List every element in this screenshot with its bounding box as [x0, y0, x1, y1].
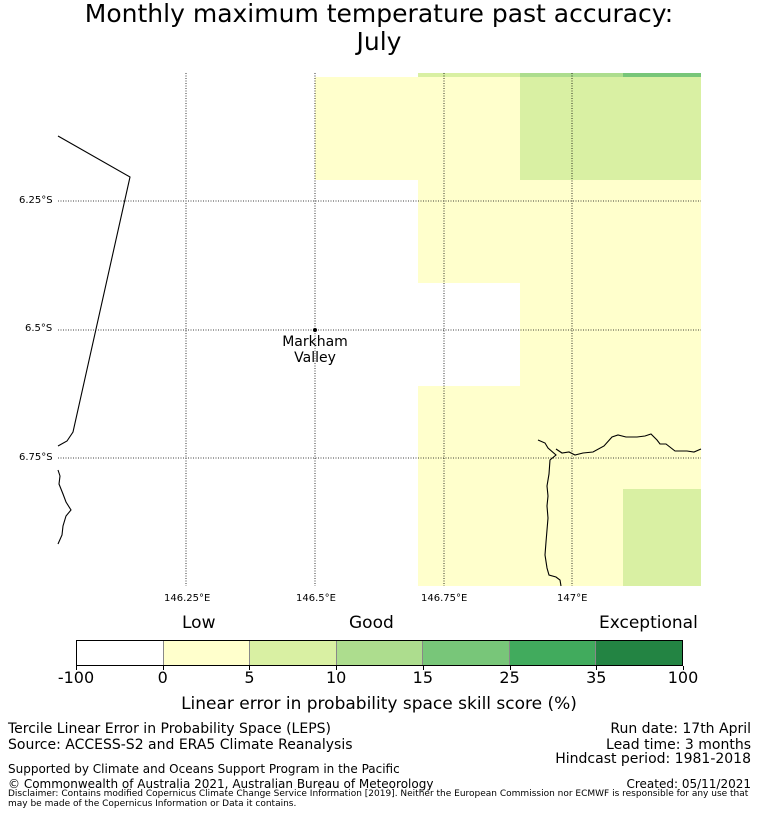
lon-label: 147°E [557, 593, 588, 604]
footer-support: Supported by Climate and Oceans Support … [8, 762, 400, 776]
colorbar-tick-mark [162, 666, 164, 670]
colorbar-bin [423, 641, 510, 665]
lon-label: 146.25°E [164, 593, 211, 604]
footer-source: Source: ACCESS-S2 and ERA5 Climate Reana… [8, 737, 353, 753]
colorbar-tick-label: 25 [499, 668, 520, 687]
cell-0-5 [315, 77, 520, 180]
colorbar-tick-label: -100 [57, 668, 95, 687]
colorbar-label: Linear error in probability space skill … [181, 694, 577, 714]
title-line-1: Monthly maximum temperature past accurac… [84, 0, 674, 28]
place-name-line-1: Markham [282, 334, 348, 350]
footer-method: Tercile Linear Error in Probability Spac… [8, 721, 331, 737]
place-name-line-2: Valley [294, 350, 336, 366]
location-dot [313, 328, 317, 332]
cell-0-5 [418, 73, 520, 77]
cell-0-5 [418, 386, 701, 489]
lon-label: 146.75°E [421, 593, 468, 604]
colorbar-bin [77, 641, 164, 665]
footer-created: Created: 05/11/2021 [626, 777, 751, 791]
cell-0-5 [520, 73, 623, 77]
coast-west [57, 469, 72, 545]
colorbar-tick-label: 0 [157, 668, 168, 687]
disclaimer: Disclaimer: Contains modified Copernicus… [8, 789, 749, 809]
skill-cells [315, 73, 701, 586]
legend-category-good: Good [349, 613, 394, 633]
colorbar-tick-mark [76, 666, 77, 670]
cell-5-10 [623, 489, 701, 586]
colorbar-tick-mark [509, 666, 511, 670]
coast-east-2 [555, 433, 702, 456]
colorbar-tick-mark [249, 666, 251, 670]
colorbar-tick-label: 10 [325, 668, 347, 687]
graticule [58, 73, 701, 586]
map-title: Monthly maximum temperature past accurac… [0, 0, 758, 56]
cell-0-5 [418, 180, 701, 283]
colorbar-tick-label: 5 [244, 668, 255, 687]
colorbar-bin [250, 641, 337, 665]
map-panel [57, 73, 702, 587]
legend-category-low: Low [182, 613, 216, 633]
colorbar-tick-mark [596, 666, 598, 670]
cell-10-15 [623, 73, 701, 77]
colorbar-tick-mark [336, 666, 338, 670]
legend-category-exceptional: Exceptional [599, 613, 698, 633]
colorbar-bin [336, 641, 424, 665]
coastline [57, 135, 702, 587]
place-label: Markham Valley [265, 334, 365, 366]
lat-label: 6.25°S [19, 195, 53, 206]
cell-5-10 [520, 77, 701, 180]
colorbar-bin [596, 641, 683, 665]
lat-label: 6.5°S [25, 323, 53, 334]
border-line [57, 135, 131, 447]
coast-east [537, 439, 562, 587]
colorbar-tick-mark [683, 666, 684, 670]
colorbar-tick-label: 15 [412, 668, 434, 687]
colorbar-bin [163, 641, 251, 665]
footer-copyright: © Commonwealth of Australia 2021, Austra… [8, 777, 434, 791]
footer-run-date: Run date: 17th April [610, 721, 751, 737]
lon-label: 146.5°E [296, 593, 336, 604]
lat-label: 6.75°S [19, 452, 53, 463]
colorbar-tick-label: 35 [586, 668, 607, 687]
title-line-2: July [356, 27, 402, 56]
colorbar [76, 640, 683, 666]
colorbar-bin [509, 641, 597, 665]
cell-0-5 [520, 283, 701, 386]
colorbar-tick-mark [422, 666, 424, 670]
footer-lead-time: Lead time: 3 months [606, 737, 751, 753]
footer-hindcast: Hindcast period: 1981-2018 [555, 751, 751, 767]
cell-0-5 [418, 489, 623, 586]
colorbar-tick-label: 100 [667, 668, 699, 687]
